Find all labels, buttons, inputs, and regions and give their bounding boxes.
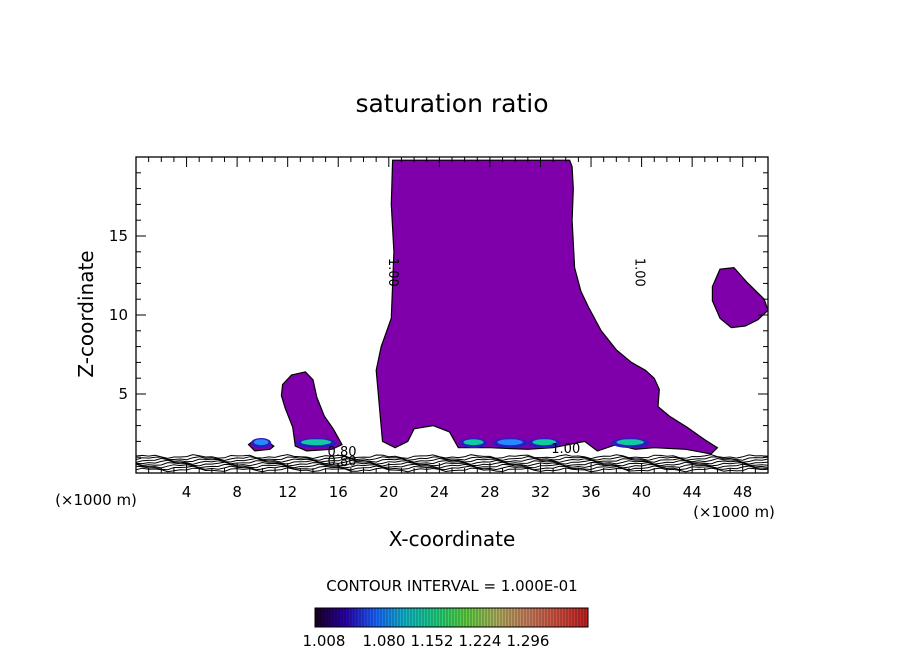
highlight-core-1 <box>253 439 269 446</box>
contour-label-3: 0.80 <box>328 454 357 469</box>
highlight-core-4 <box>532 439 557 446</box>
x-tick-label-4: 4 <box>182 483 192 501</box>
highlight-core-5 <box>616 439 644 446</box>
colorbar-label-4: 1.296 <box>507 632 550 650</box>
contour-label-4: 1.00 <box>551 442 580 457</box>
contour-label-2: 0.80 <box>328 445 357 460</box>
x-tick-label-36: 36 <box>581 483 600 501</box>
contour-label-1: 1.00 <box>632 258 647 287</box>
region-left-cloud <box>280 371 343 452</box>
contour-label-0: 1.00 <box>385 258 400 287</box>
x-tick-label-40: 40 <box>632 483 651 501</box>
y-tick-label-10: 10 <box>109 306 128 324</box>
x-unit-right: (×1000 m) <box>693 503 775 521</box>
colorbar: 1.008 1.080 1.152 1.224 1.296 <box>303 607 589 650</box>
highlight-core-2 <box>463 439 484 446</box>
colorbar-label-3: 1.224 <box>459 632 502 650</box>
colorbar-label-1: 1.080 <box>363 632 406 650</box>
x-tick-label-48: 48 <box>733 483 752 501</box>
x-tick-label-16: 16 <box>329 483 348 501</box>
y-axis-label: Z-coordinate <box>74 250 98 377</box>
plot-content: 1.00 1.00 0.800.80 1.00 <box>136 159 768 473</box>
x-axis-label: X-coordinate <box>389 527 516 551</box>
x-tick-label-44: 44 <box>683 483 702 501</box>
surface-contour-line-5 <box>136 457 768 463</box>
surface-contour-line-1 <box>136 465 768 471</box>
surface-contour-line-3 <box>136 461 768 467</box>
y-tick-label-5: 5 <box>118 385 128 403</box>
colorbar-title: CONTOUR INTERVAL = 1.000E-01 <box>326 577 577 595</box>
colorbar-bar <box>314 607 589 628</box>
surface-contour-line-2 <box>136 463 768 469</box>
plot-area: 1.00 1.000.800.801.004 8 12 16 20 24 28 32 36 40 44… <box>109 156 769 501</box>
x-tick-label-32: 32 <box>531 483 550 501</box>
region-right-cloud <box>711 266 768 329</box>
colorbar-label-0: 1.008 <box>303 632 346 650</box>
x-unit-left: (×1000 m) <box>55 491 137 509</box>
surface-contour-line-6 <box>136 455 768 462</box>
chart-title: saturation ratio <box>355 89 548 118</box>
x-tick-label-28: 28 <box>480 483 499 501</box>
x-tick-label-8: 8 <box>232 483 242 501</box>
surface-contour-line-7 <box>136 454 768 460</box>
x-tick-label-20: 20 <box>379 483 398 501</box>
colorbar-label-2: 1.152 <box>411 632 454 650</box>
x-tick-label-24: 24 <box>430 483 449 501</box>
y-tick-label-15: 15 <box>109 227 128 245</box>
surface-contour-line-4 <box>136 459 768 465</box>
highlight-core-3 <box>497 439 523 446</box>
x-tick-label-12: 12 <box>278 483 297 501</box>
region-main-cloud <box>375 159 719 455</box>
highlight-core-0 <box>301 439 332 446</box>
